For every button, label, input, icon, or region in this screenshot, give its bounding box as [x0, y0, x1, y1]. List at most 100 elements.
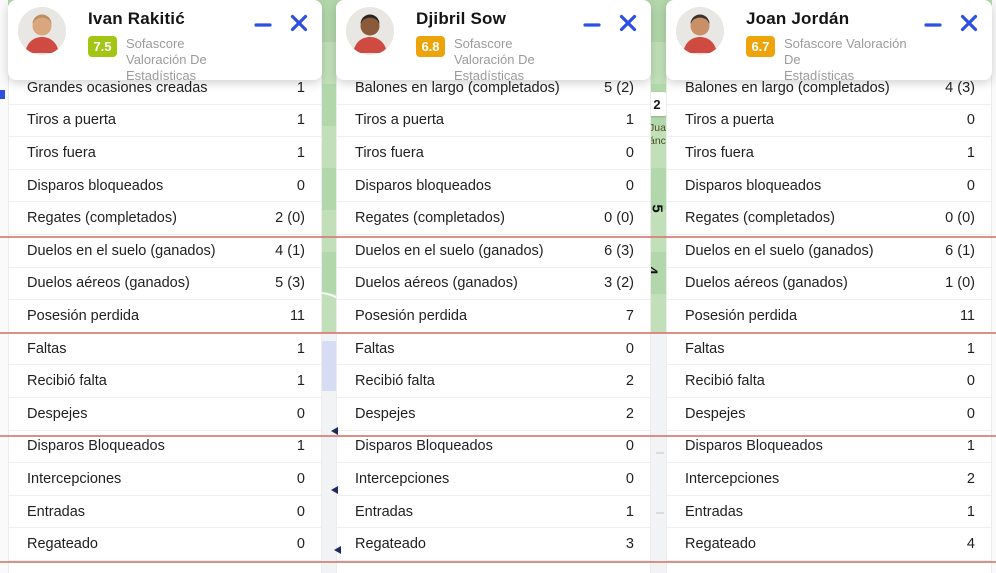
stat-label: Duelos aéreos (ganados): [27, 275, 190, 292]
right-panel-edge: [992, 0, 996, 573]
stat-row: Despejes 0: [9, 398, 321, 431]
stat-value: 1: [296, 373, 305, 390]
close-icon: [619, 14, 637, 32]
stat-value: 7: [625, 307, 634, 324]
stat-value: 11: [289, 307, 305, 324]
stat-value: 0: [966, 405, 975, 422]
stat-row: Tiros a puerta 0: [667, 105, 991, 138]
player-avatar: [18, 7, 66, 55]
stat-label: Tiros fuera: [27, 144, 96, 161]
stat-label: Tiros a puerta: [355, 112, 444, 129]
close-button[interactable]: [958, 12, 980, 34]
stat-value: 4 (3): [945, 79, 975, 96]
stat-row: Disparos Bloqueados 0: [337, 431, 650, 464]
stat-row: Tiros a puerta 1: [9, 105, 321, 138]
background-dash: [656, 452, 664, 454]
annotation-line: [0, 435, 996, 437]
cursor-arrow-icon: [334, 546, 341, 554]
stat-label: Recibió falta: [685, 373, 765, 390]
rating-row: 6.8 Sofascore Valoración De Estadísticas: [416, 36, 571, 84]
stat-value: 1: [296, 79, 305, 96]
minimize-icon: [924, 23, 942, 27]
subtitle-line2: Estadísticas: [454, 68, 525, 83]
stat-label: Faltas: [27, 340, 67, 357]
stat-value: 0 (0): [945, 210, 975, 227]
minimize-button[interactable]: [922, 12, 944, 34]
stat-row: Duelos en el suelo (ganados) 4 (1): [9, 235, 321, 268]
stat-label: Regateado: [27, 536, 98, 553]
stat-value: 0: [966, 177, 975, 194]
rating-row: 6.7 Sofascore Valoración De Estadísticas: [746, 36, 912, 84]
stat-label: Posesión perdida: [355, 307, 468, 324]
stat-value: 0: [296, 177, 305, 194]
stat-label: Entradas: [27, 503, 86, 520]
stat-label: Disparos bloqueados: [27, 177, 164, 194]
annotation-line: [0, 561, 996, 563]
stat-value: 0: [625, 144, 634, 161]
minimize-button[interactable]: [252, 12, 274, 34]
stat-value: 1: [966, 503, 975, 520]
stat-label: Recibió falta: [355, 373, 435, 390]
stat-row: Intercepciones 0: [9, 463, 321, 496]
header-text: Ivan Rakitić 7.5 Sofascore Valoración De…: [88, 9, 242, 84]
stat-label: Faltas: [685, 340, 725, 357]
subtitle-line2: Estadísticas: [126, 68, 197, 83]
stats-list: Balones en largo (completados) 4 (3) Tir…: [666, 72, 992, 573]
stat-value: 0: [296, 470, 305, 487]
stat-row: Entradas 1: [667, 496, 991, 529]
player-stats-card: Grandes ocasiones creadas 1 Tiros a puer…: [8, 0, 322, 573]
stat-row: Tiros fuera 1: [9, 137, 321, 170]
stat-label: Posesión perdida: [27, 307, 140, 324]
stat-value: 2: [966, 470, 975, 487]
marker-name-line1: Jua: [649, 122, 666, 134]
stat-value: 4 (1): [275, 242, 305, 259]
stat-value: 0 (0): [604, 210, 634, 227]
stat-row: Duelos en el suelo (ganados) 6 (1): [667, 235, 991, 268]
stat-label: Regates (completados): [27, 210, 177, 227]
stat-label: Regates (completados): [685, 210, 835, 227]
stat-label: Balones en largo (completados): [355, 79, 560, 96]
stat-row: Duelos aéreos (ganados) 3 (2): [337, 268, 650, 301]
stat-row: Regateado 0: [9, 528, 321, 561]
rating-badge: 6.7: [746, 36, 775, 57]
stat-label: Duelos en el suelo (ganados): [685, 242, 874, 259]
player-avatar: [346, 7, 394, 55]
subtitle-line1: Sofascore Valoración De: [784, 36, 907, 67]
window-actions: [581, 12, 639, 34]
stat-row: Regates (completados) 2 (0): [9, 202, 321, 235]
stat-value: 1: [296, 438, 305, 455]
stat-label: Regates (completados): [355, 210, 505, 227]
minimize-icon: [583, 23, 601, 27]
stat-value: 0: [966, 112, 975, 129]
stat-value: 3 (2): [604, 275, 634, 292]
minimize-button[interactable]: [581, 12, 603, 34]
stat-label: Disparos Bloqueados: [685, 438, 823, 455]
stat-value: 2 (0): [275, 210, 305, 227]
player-stats-card: Balones en largo (completados) 4 (3) Tir…: [666, 0, 992, 573]
stat-value: 4: [966, 536, 975, 553]
rating-row: 7.5 Sofascore Valoración De Estadísticas: [88, 36, 242, 84]
close-button[interactable]: [288, 12, 310, 34]
stat-label: Disparos Bloqueados: [355, 438, 493, 455]
stat-row: Disparos Bloqueados 1: [667, 431, 991, 464]
stat-row: Faltas 0: [337, 333, 650, 366]
stat-row: Posesión perdida 11: [667, 300, 991, 333]
stat-value: 5 (2): [604, 79, 634, 96]
stat-row: Tiros fuera 1: [667, 137, 991, 170]
header-text: Joan Jordán 6.7 Sofascore Valoración De …: [746, 9, 912, 84]
stat-label: Intercepciones: [355, 470, 450, 487]
close-button[interactable]: [617, 12, 639, 34]
stat-label: Despejes: [355, 405, 416, 422]
player-name: Ivan Rakitić: [88, 9, 185, 28]
background-dash: [656, 512, 664, 514]
stat-value: 0: [625, 470, 634, 487]
stat-label: Duelos aéreos (ganados): [685, 275, 848, 292]
rating-badge: 6.8: [416, 36, 445, 57]
stats-list: Grandes ocasiones creadas 1 Tiros a puer…: [8, 72, 322, 573]
stat-label: Tiros a puerta: [27, 112, 116, 129]
card-header: Ivan Rakitić 7.5 Sofascore Valoración De…: [8, 0, 322, 83]
stat-value: 5 (3): [275, 275, 305, 292]
player-stats-card: Balones en largo (completados) 5 (2) Tir…: [336, 0, 651, 573]
stat-label: Duelos en el suelo (ganados): [355, 242, 544, 259]
stat-row: Duelos aéreos (ganados) 5 (3): [9, 268, 321, 301]
